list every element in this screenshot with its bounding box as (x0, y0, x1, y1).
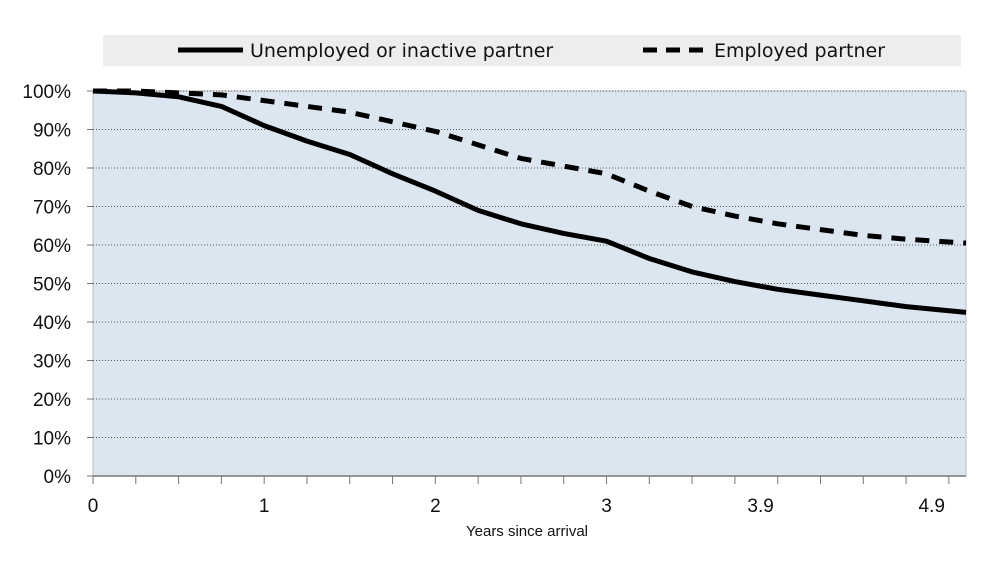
legend-label-unemployed: Unemployed or inactive partner (250, 40, 553, 62)
x-tick-label: 4.9 (919, 496, 945, 517)
y-tick-label: 70% (33, 198, 71, 219)
y-tick-label: 60% (33, 236, 71, 257)
y-tick-label: 30% (33, 352, 71, 373)
x-tick-label: 1 (259, 496, 270, 517)
y-tick-label: 0% (44, 467, 72, 488)
series-layer (92, 88, 967, 315)
y-tick-label: 90% (33, 121, 71, 142)
plot-area (92, 90, 967, 477)
y-tick-label: 100% (22, 82, 71, 103)
legend-label-employed: Employed partner (714, 40, 885, 62)
y-tick-label: 10% (33, 429, 71, 450)
legend-box (103, 35, 961, 66)
x-axis: 0 1 2 3 3.9 4.9 (88, 475, 966, 517)
y-tick-label: 80% (33, 159, 71, 180)
y-tick-label: 40% (33, 313, 71, 334)
series-line-unemployed (92, 88, 967, 315)
x-tick-label: 0 (88, 496, 99, 517)
legend: Unemployed or inactive partner Employed … (178, 40, 885, 62)
y-axis: 0% 10% 20% 30% 40% 50% 60% 70% 80% 90% 100% (22, 82, 93, 488)
y-tick-label: 50% (33, 275, 71, 296)
x-tick-label: 3 (601, 496, 612, 517)
series-line-employed (93, 88, 967, 246)
x-tick-label: 3.9 (747, 496, 773, 517)
x-tick-label: 2 (430, 496, 441, 517)
x-axis-title: Years since arrival (466, 523, 588, 540)
y-tick-label: 20% (33, 390, 71, 411)
